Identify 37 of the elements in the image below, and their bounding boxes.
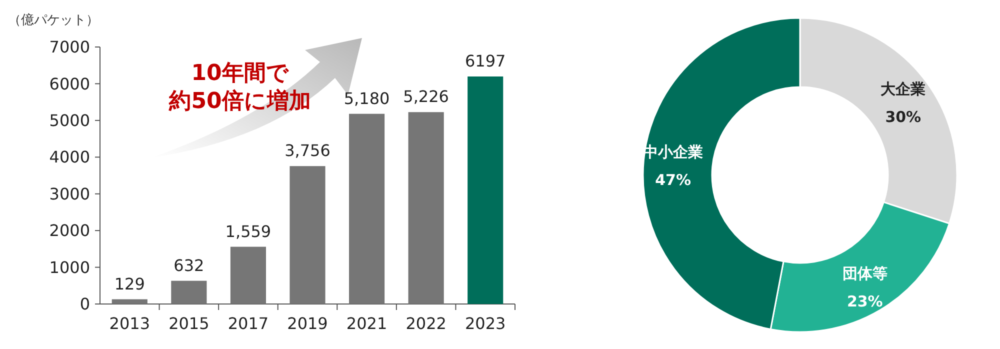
y-axis-title: （億パケット） — [8, 13, 99, 28]
data-label: 632 — [174, 256, 204, 275]
x-tick-label: 2019 — [287, 314, 328, 333]
y-tick-label: 4000 — [49, 148, 90, 167]
x-tick-label: 2013 — [109, 314, 150, 333]
x-tick-label: 2022 — [406, 314, 446, 333]
data-label: 6197 — [465, 51, 506, 70]
slice-label: 大企業 — [880, 80, 926, 98]
data-label: 47% — [655, 171, 692, 189]
bar — [468, 76, 504, 304]
slice-label: 団体等 — [842, 264, 888, 283]
x-tick-label: 2015 — [168, 314, 210, 333]
y-tick-label: 0 — [80, 294, 90, 314]
annotation: 約50倍に増加 — [168, 88, 311, 114]
y-tick-label: 6000 — [49, 74, 90, 94]
data-label: 1,559 — [225, 222, 272, 241]
data-label: 5,180 — [344, 88, 390, 108]
data-label: 129 — [114, 274, 145, 294]
annotation: 10年間で — [191, 61, 289, 86]
y-tick-label: 7000 — [49, 38, 90, 57]
bar — [112, 299, 148, 304]
data-label: 5,226 — [403, 87, 449, 106]
x-tick-label: 2021 — [346, 314, 388, 333]
bar — [230, 246, 266, 304]
data-label: 23% — [846, 292, 883, 311]
bar — [408, 112, 444, 304]
y-tick-label: 3000 — [49, 184, 90, 204]
bar — [171, 280, 207, 304]
y-tick-label: 2000 — [49, 221, 90, 240]
x-tick-label: 2017 — [228, 314, 269, 333]
data-label: 30% — [885, 108, 922, 126]
x-tick-label: 2023 — [465, 314, 506, 333]
y-tick-label: 5000 — [49, 111, 90, 130]
y-tick-label: 1000 — [49, 258, 90, 277]
data-label: 3,756 — [284, 141, 330, 160]
bar — [290, 166, 326, 304]
bar — [349, 114, 385, 304]
